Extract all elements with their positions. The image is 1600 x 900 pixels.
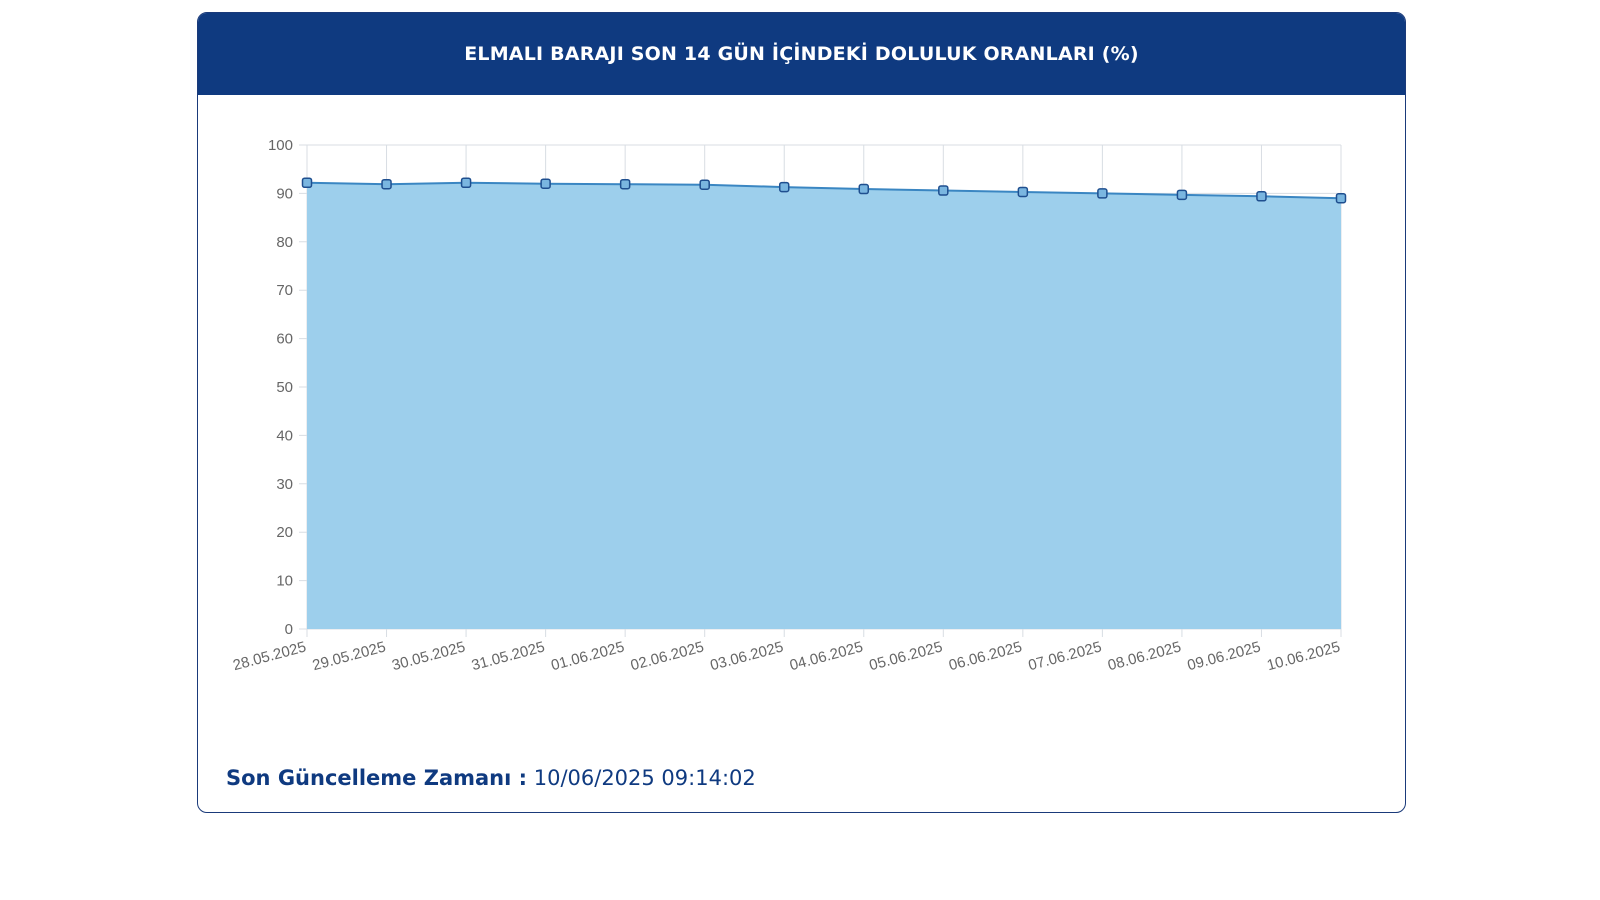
data-point bbox=[699, 179, 710, 190]
x-tick-label: 09.06.2025 bbox=[1186, 638, 1263, 674]
y-tick-label: 40 bbox=[276, 427, 293, 444]
y-tick-label: 30 bbox=[276, 476, 293, 493]
y-tick-label: 20 bbox=[276, 524, 293, 541]
chart-card: ELMALI BARAJI SON 14 GÜN İÇİNDEKİ DOLULU… bbox=[197, 12, 1406, 813]
y-tick-label: 0 bbox=[285, 621, 293, 638]
x-tick-label: 06.06.2025 bbox=[947, 638, 1024, 674]
y-tick-label: 80 bbox=[276, 234, 293, 251]
last-update-label: Son Güncelleme Zamanı : bbox=[226, 766, 528, 790]
x-tick-label: 07.06.2025 bbox=[1027, 638, 1104, 674]
x-tick-label: 10.06.2025 bbox=[1265, 638, 1342, 674]
chart-title: ELMALI BARAJI SON 14 GÜN İÇİNDEKİ DOLULU… bbox=[464, 43, 1139, 65]
data-point bbox=[1097, 188, 1108, 199]
x-tick-label: 29.05.2025 bbox=[311, 638, 388, 674]
x-tick-label: 04.06.2025 bbox=[788, 638, 865, 674]
data-point bbox=[301, 177, 313, 189]
data-point bbox=[1176, 189, 1188, 201]
y-tick-label: 90 bbox=[276, 185, 293, 202]
marker-layer bbox=[301, 177, 1347, 204]
data-point bbox=[1017, 186, 1029, 198]
chart-header: ELMALI BARAJI SON 14 GÜN İÇİNDEKİ DOLULU… bbox=[198, 13, 1405, 95]
x-tick-label: 05.06.2025 bbox=[867, 638, 944, 674]
last-update: Son Güncelleme Zamanı : 10/06/2025 09:14… bbox=[226, 768, 756, 789]
area-chart: 0 10 20 30 40 50 60 70 80 90 100 28.05.2025 29.05.20… bbox=[231, 137, 1347, 674]
area-layer bbox=[306, 181, 1342, 629]
x-tick-label: 31.05.2025 bbox=[470, 638, 547, 674]
data-point bbox=[1256, 191, 1267, 202]
y-tick-label: 50 bbox=[276, 379, 293, 396]
data-point bbox=[778, 181, 790, 193]
data-point bbox=[381, 178, 392, 190]
series-area bbox=[307, 182, 1341, 629]
data-point bbox=[460, 177, 472, 189]
data-point bbox=[540, 178, 551, 189]
last-update-value: 10/06/2025 09:14:02 bbox=[533, 766, 756, 790]
data-point bbox=[619, 178, 631, 190]
x-tick-label: 30.05.2025 bbox=[390, 638, 467, 674]
x-tick-label: 02.06.2025 bbox=[629, 638, 706, 674]
x-tick-label: 01.06.2025 bbox=[549, 638, 626, 674]
y-tick-label: 70 bbox=[276, 282, 293, 299]
x-tick-label: 28.05.2025 bbox=[231, 638, 308, 674]
data-point bbox=[1335, 192, 1347, 204]
data-point bbox=[858, 183, 870, 195]
y-tick-label: 100 bbox=[268, 137, 293, 154]
data-point bbox=[938, 185, 949, 196]
x-tick-label: 03.06.2025 bbox=[708, 638, 785, 674]
y-tick-label: 10 bbox=[276, 573, 293, 590]
x-tick-label: 08.06.2025 bbox=[1106, 638, 1183, 674]
y-tick-label: 60 bbox=[276, 331, 293, 348]
series-line bbox=[306, 181, 1342, 200]
